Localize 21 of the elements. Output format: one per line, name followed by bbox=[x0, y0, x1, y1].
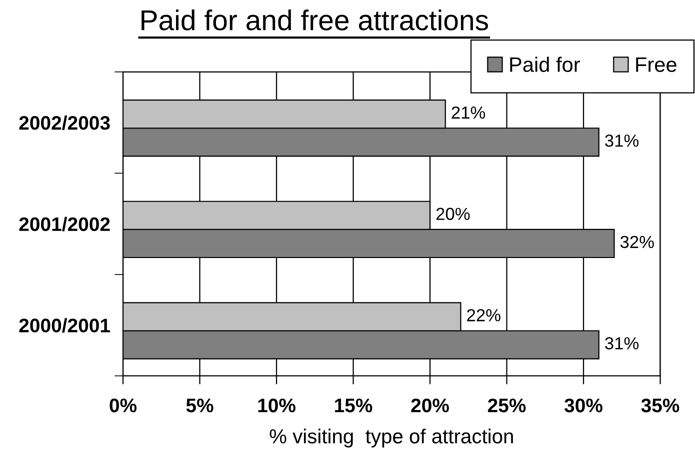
x-axis-title: % visiting type of attraction bbox=[270, 428, 513, 448]
legend-label: Free bbox=[636, 57, 676, 72]
data-label: 32% bbox=[620, 236, 654, 248]
y-tick-label: 2002/2003 bbox=[19, 116, 110, 130]
x-tick-label: 0% bbox=[110, 398, 137, 412]
x-tick-label: 35% bbox=[641, 398, 680, 412]
x-tick-label: 5% bbox=[186, 398, 214, 412]
data-label: 22% bbox=[467, 309, 500, 322]
x-tick-label: 20% bbox=[411, 398, 449, 412]
x-tick-label: 25% bbox=[488, 398, 526, 412]
x-tick-label: 15% bbox=[335, 398, 372, 412]
x-tick-label: 10% bbox=[258, 398, 296, 412]
y-tick-label: 2001/2002 bbox=[19, 216, 110, 232]
data-label: 31% bbox=[605, 134, 639, 147]
data-label: 20% bbox=[436, 208, 470, 220]
x-tick-label: 30% bbox=[564, 398, 602, 412]
y-tick-label: 2000/2001 bbox=[19, 318, 110, 333]
data-label: 31% bbox=[605, 337, 639, 350]
chart-title: Paid for and free attractions bbox=[142, 9, 488, 30]
legend-label: Paid for bbox=[510, 56, 580, 72]
data-label: 21% bbox=[452, 106, 486, 119]
